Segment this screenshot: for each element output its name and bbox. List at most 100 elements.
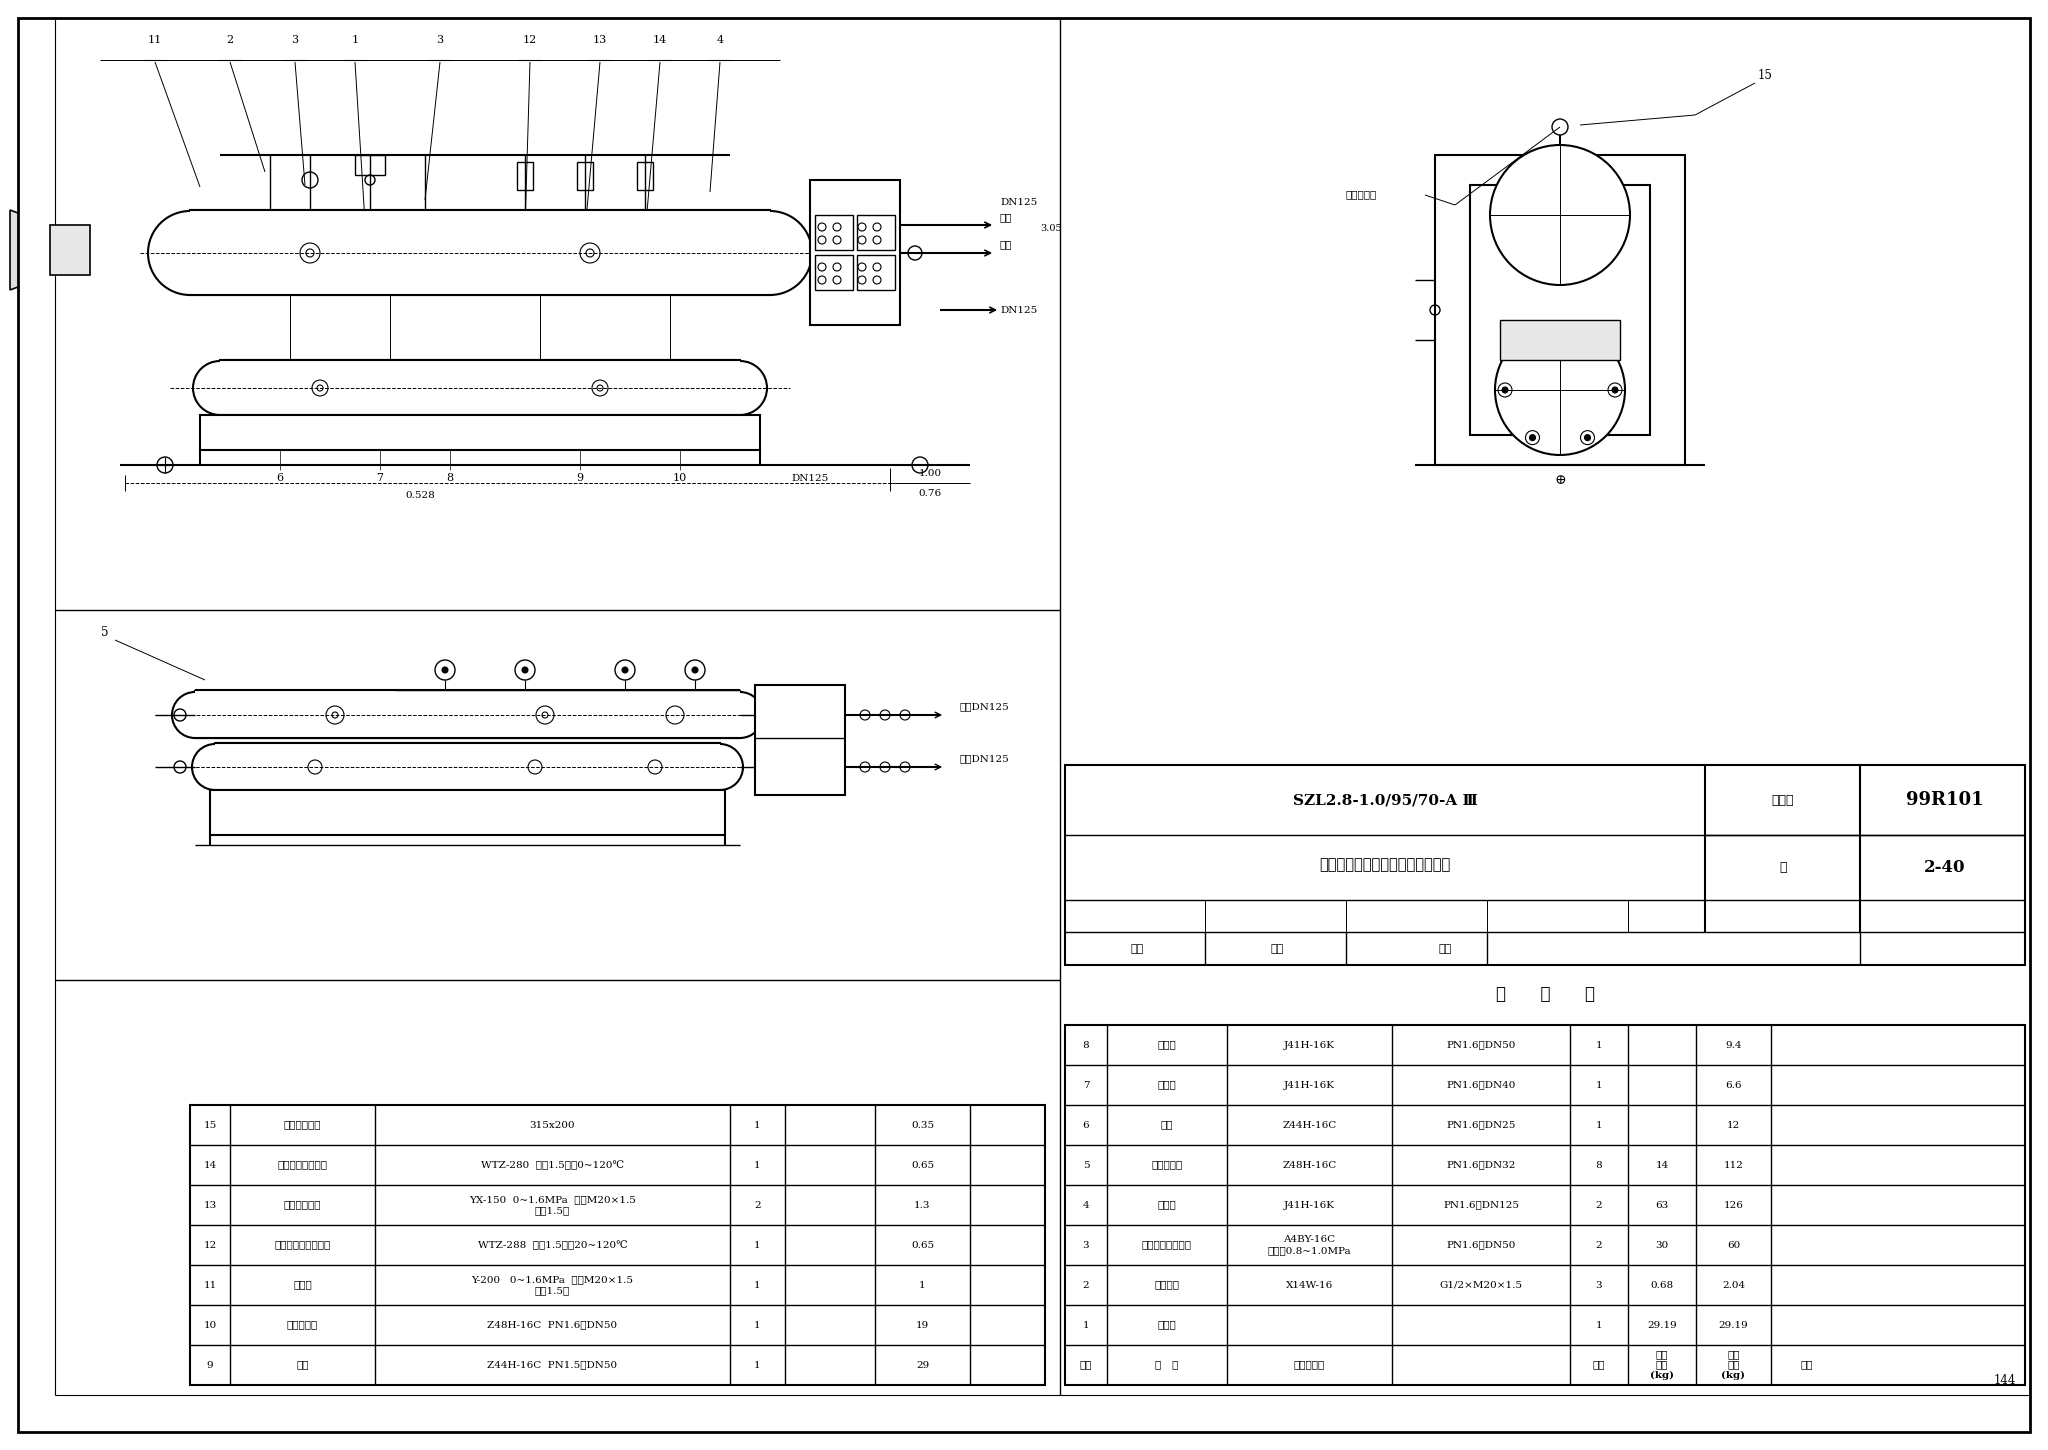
- Text: 10: 10: [674, 473, 688, 483]
- Text: 7: 7: [1083, 1080, 1090, 1089]
- Text: 9.4: 9.4: [1724, 1041, 1741, 1050]
- Text: 0.35: 0.35: [911, 1121, 934, 1130]
- Text: A4BY-16C
压力挃0.8~1.0MPa: A4BY-16C 压力挃0.8~1.0MPa: [1268, 1235, 1352, 1254]
- Text: 快速排污阀: 快速排污阀: [287, 1321, 317, 1330]
- Text: J41H-16K: J41H-16K: [1284, 1080, 1335, 1089]
- Text: 1: 1: [754, 1360, 760, 1369]
- Text: YX-150  0~1.6MPa  接口M20×1.5
精度1.5级: YX-150 0~1.6MPa 接口M20×1.5 精度1.5级: [469, 1195, 637, 1215]
- Circle shape: [1501, 387, 1507, 393]
- Text: 1: 1: [754, 1321, 760, 1330]
- Circle shape: [193, 361, 248, 415]
- Text: 12: 12: [522, 35, 537, 45]
- Circle shape: [1530, 435, 1536, 441]
- Text: 6: 6: [276, 473, 283, 483]
- Text: 11: 11: [147, 35, 162, 45]
- Text: 2: 2: [227, 35, 233, 45]
- Text: 弹簧全起式安全阀: 弹簧全起式安全阀: [1143, 1241, 1192, 1250]
- Text: 6.6: 6.6: [1724, 1080, 1741, 1089]
- Bar: [49, 225, 90, 276]
- Text: 2.04: 2.04: [1722, 1280, 1745, 1289]
- Text: 315x200: 315x200: [530, 1121, 575, 1130]
- Text: 2-40: 2-40: [1925, 858, 1966, 876]
- Bar: [195, 692, 739, 738]
- Text: 页: 页: [1780, 860, 1786, 873]
- Text: 0.65: 0.65: [911, 1241, 934, 1250]
- Text: 15: 15: [1757, 68, 1772, 81]
- Text: 0.65: 0.65: [911, 1160, 934, 1170]
- Text: G1/2×M20×1.5: G1/2×M20×1.5: [1440, 1280, 1522, 1289]
- Bar: [201, 415, 760, 450]
- Text: PN1.6、DN25: PN1.6、DN25: [1446, 1121, 1516, 1130]
- Text: 图集号: 图集号: [1772, 793, 1794, 806]
- Text: 规格、型号: 规格、型号: [1294, 1360, 1325, 1369]
- Text: 9: 9: [207, 1360, 213, 1369]
- Text: 8: 8: [1595, 1160, 1602, 1170]
- Bar: [516, 162, 532, 190]
- Circle shape: [193, 744, 238, 790]
- Text: 2: 2: [1083, 1280, 1090, 1289]
- Text: 截止阀: 截止阀: [1157, 1041, 1176, 1050]
- Text: WTZ-280  精度1.5级、0~120℃: WTZ-280 精度1.5级、0~120℃: [481, 1160, 625, 1170]
- Text: 13: 13: [592, 35, 606, 45]
- Text: 出水: 出水: [999, 241, 1012, 249]
- Text: J41H-16K: J41H-16K: [1284, 1041, 1335, 1050]
- Text: 压力表: 压力表: [293, 1280, 311, 1289]
- Text: 设计: 设计: [1438, 944, 1452, 954]
- Bar: [190, 210, 770, 294]
- Text: Z44H-16C: Z44H-16C: [1282, 1121, 1337, 1130]
- Text: 126: 126: [1724, 1201, 1743, 1209]
- Bar: [219, 360, 739, 415]
- Text: 1: 1: [754, 1121, 760, 1130]
- Bar: [1499, 320, 1620, 360]
- Bar: [190, 1105, 1044, 1385]
- Circle shape: [522, 667, 528, 673]
- Text: 1: 1: [1083, 1321, 1090, 1330]
- Text: 2: 2: [754, 1201, 760, 1209]
- Text: 序号: 序号: [1079, 1360, 1092, 1369]
- Bar: [815, 255, 854, 290]
- Text: 闸阀: 闸阀: [297, 1360, 309, 1369]
- Polygon shape: [10, 210, 49, 290]
- Text: 闸阀: 闸阀: [1161, 1121, 1174, 1130]
- Text: 29: 29: [915, 1360, 930, 1369]
- Text: 0.68: 0.68: [1651, 1280, 1673, 1289]
- Bar: [637, 162, 653, 190]
- Circle shape: [727, 212, 811, 294]
- Text: PN1.6、DN50: PN1.6、DN50: [1446, 1241, 1516, 1250]
- Text: WTZ-288  精度1.5级、20~120℃: WTZ-288 精度1.5级、20~120℃: [477, 1240, 627, 1250]
- Text: 3: 3: [436, 35, 444, 45]
- Text: PN1.6、DN125: PN1.6、DN125: [1444, 1201, 1520, 1209]
- Bar: [215, 742, 721, 790]
- Text: SZL2.8-1.0/95/70-A Ⅲ: SZL2.8-1.0/95/70-A Ⅲ: [1292, 793, 1477, 808]
- Bar: [195, 686, 739, 738]
- Text: 29.19: 29.19: [1718, 1321, 1749, 1330]
- Text: PN1.6、DN50: PN1.6、DN50: [1446, 1041, 1516, 1050]
- Text: 5: 5: [1083, 1160, 1090, 1170]
- Text: 19: 19: [915, 1321, 930, 1330]
- Text: DN125: DN125: [999, 306, 1036, 315]
- Text: 电接点压力表: 电接点压力表: [285, 1201, 322, 1209]
- Text: 进水: 进水: [999, 213, 1012, 222]
- Text: X14W-16: X14W-16: [1286, 1280, 1333, 1289]
- Text: 校对: 校对: [1270, 944, 1284, 954]
- Text: 29.19: 29.19: [1647, 1321, 1677, 1330]
- Bar: [1065, 1025, 2025, 1385]
- Circle shape: [692, 667, 698, 673]
- Bar: [1470, 186, 1651, 435]
- Bar: [190, 210, 770, 294]
- Circle shape: [1585, 435, 1591, 441]
- Text: 99R101: 99R101: [1907, 792, 1985, 809]
- Text: 3: 3: [291, 35, 299, 45]
- Circle shape: [442, 667, 449, 673]
- Text: 1: 1: [754, 1280, 760, 1289]
- Text: 9: 9: [575, 473, 584, 483]
- Text: PN1.6、DN40: PN1.6、DN40: [1446, 1080, 1516, 1089]
- Text: Y-200   0~1.6MPa  接口M20×1.5
精度1.5级: Y-200 0~1.6MPa 接口M20×1.5 精度1.5级: [471, 1276, 633, 1295]
- Text: 8: 8: [446, 473, 453, 483]
- Text: 2: 2: [1595, 1241, 1602, 1250]
- Text: 7: 7: [377, 473, 383, 483]
- Text: 3: 3: [1595, 1280, 1602, 1289]
- Text: 组装热水锅炉管道、阀门、仪表图: 组装热水锅炉管道、阀门、仪表图: [1319, 858, 1450, 871]
- Text: 集气罐: 集气罐: [1157, 1321, 1176, 1330]
- Text: 1: 1: [754, 1160, 760, 1170]
